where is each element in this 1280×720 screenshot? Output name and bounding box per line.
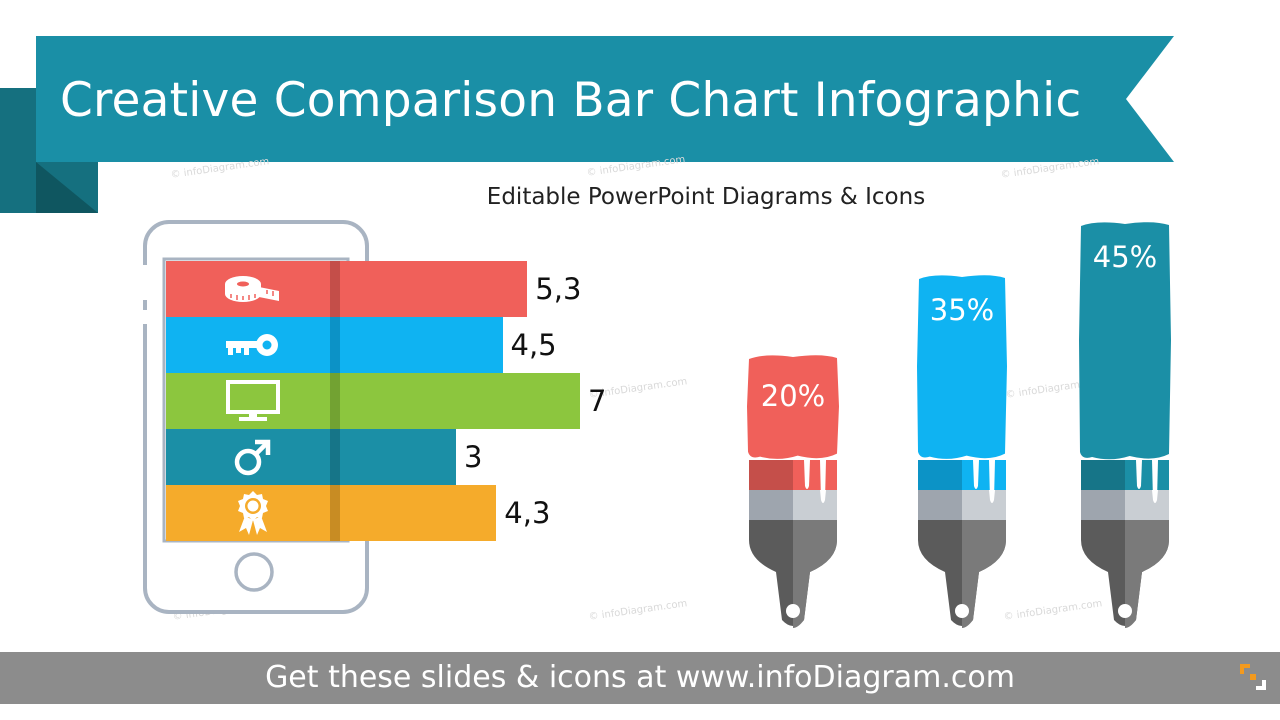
page-title: Creative Comparison Bar Chart Infographi… (60, 73, 1082, 128)
title-ribbon (36, 36, 1174, 162)
footer-text: Get these slides & icons at www.infoDiag… (265, 660, 1015, 695)
bar-shade (330, 429, 340, 485)
award-ribbon-icon (166, 485, 340, 541)
infodiagram-logo-icon (1240, 664, 1266, 690)
bar-value-label: 4,5 (510, 328, 557, 362)
bar-shade (330, 373, 340, 429)
monitor-icon (166, 373, 340, 429)
brush-value-label: 45% (1092, 240, 1158, 274)
brush-value-label: 20% (760, 379, 826, 414)
bar-value-label: 5,3 (535, 272, 582, 306)
brush-value-label: 35% (929, 293, 995, 328)
page-subtitle: Editable PowerPoint Diagrams & Icons (486, 184, 926, 210)
key-icon (166, 317, 340, 373)
bar-shade (330, 485, 340, 541)
measuring-tape-icon (166, 261, 340, 317)
bar-fill (166, 429, 456, 485)
paint-brush-icon (918, 460, 1006, 628)
paint-brush-icon (1081, 460, 1169, 628)
footer-bar (0, 652, 1280, 704)
paint-stroke-bar (917, 275, 1007, 460)
male-symbol-icon (166, 429, 340, 485)
watermark: © infoDiagram.com (588, 598, 688, 623)
paint-stroke-bar (1079, 222, 1171, 460)
bar-value-label: 4,3 (504, 496, 551, 530)
paint-stroke-bar (747, 355, 839, 460)
bar-shade (330, 261, 340, 317)
bar-fill (166, 485, 497, 541)
paint-brush-icon (749, 460, 837, 628)
bar-shade (330, 317, 340, 373)
bar-value-label: 7 (588, 384, 607, 418)
bar-fill (166, 317, 503, 373)
bar-value-label: 3 (464, 440, 483, 474)
